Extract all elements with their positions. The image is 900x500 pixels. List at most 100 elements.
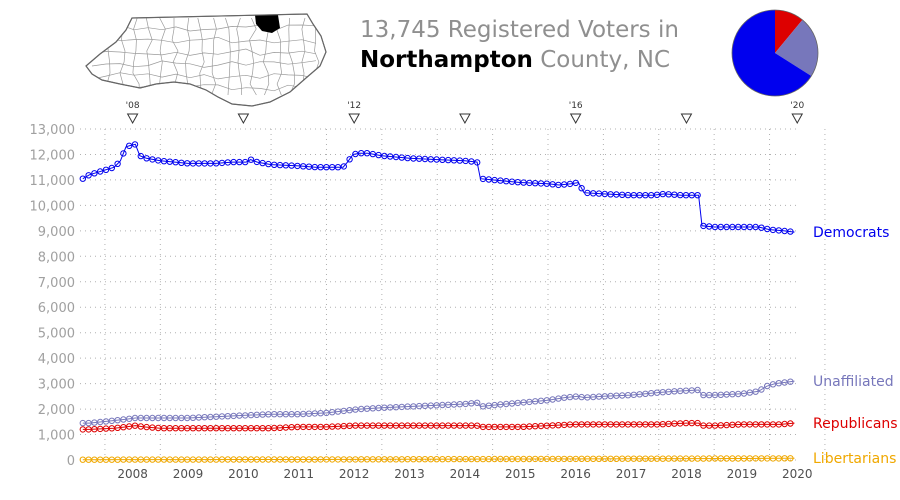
election-marker (569, 113, 582, 125)
series-point (572, 179, 579, 187)
x-tick-label: 2016 (560, 467, 591, 481)
y-tick-label: 10,000 (30, 199, 76, 214)
election-marker-label: '16 (569, 101, 583, 111)
series-label: Unaffiliated (813, 374, 894, 390)
pie-slice-unaffiliated (775, 19, 819, 77)
series-point (114, 160, 121, 168)
series-point (758, 386, 765, 393)
series-point (694, 386, 701, 394)
series-point (102, 166, 110, 174)
county-name: Northampton (360, 47, 533, 73)
series-point (746, 389, 753, 396)
series-point (149, 156, 156, 163)
series-point (555, 395, 562, 402)
election-marker-label: '12 (347, 101, 361, 111)
series-unaffiliated (79, 378, 795, 427)
y-tick-label: 5,000 (38, 327, 75, 342)
election-marker (791, 113, 804, 125)
series-point (752, 388, 759, 395)
series-point (120, 150, 127, 157)
x-tick-label: 2019 (727, 467, 758, 481)
series-point (352, 150, 359, 158)
election-marker-label: '08 (126, 101, 140, 111)
series-point (549, 396, 556, 403)
county-border (159, 17, 166, 96)
chart-title-line1: 13,745 Registered Voters in (360, 17, 679, 43)
election-marker (237, 113, 250, 125)
county-border (288, 17, 295, 96)
nc-county-map (85, 13, 327, 107)
series-point (578, 185, 585, 192)
x-tick-label: 2018 (671, 467, 702, 481)
county-border (211, 17, 217, 96)
series-point (97, 168, 104, 175)
x-tick-label: 2020 (782, 467, 813, 481)
series-point (468, 158, 475, 165)
series-point (253, 158, 260, 166)
y-tick-label: 3,000 (38, 378, 75, 393)
series-point (781, 379, 788, 386)
y-tick-label: 2,000 (38, 403, 75, 418)
series-point (764, 382, 771, 390)
series-point (787, 228, 794, 235)
series-label: Democrats (813, 225, 889, 241)
x-tick-label: 2010 (228, 467, 259, 481)
series-point (334, 164, 342, 171)
pie-outline (731, 9, 819, 97)
y-tick-label: 6,000 (38, 301, 75, 316)
county-border (225, 17, 231, 96)
election-marker (126, 113, 139, 125)
series-point (787, 455, 794, 462)
election-marker-label: '20 (790, 101, 804, 111)
y-tick-label: 11,000 (30, 174, 76, 189)
series-point (126, 142, 133, 150)
county-border (91, 60, 317, 68)
x-tick-label: 2015 (505, 467, 536, 481)
series-point (91, 170, 98, 177)
x-tick-label: 2011 (283, 467, 314, 481)
county-border (91, 48, 317, 56)
county-border (145, 17, 153, 96)
series-point (363, 150, 371, 157)
state-outline-top (85, 13, 327, 107)
x-tick-label: 2009 (173, 467, 204, 481)
election-marker (348, 113, 361, 125)
election-marker (680, 113, 693, 125)
x-tick-label: 2014 (450, 467, 481, 481)
county-border (236, 17, 243, 96)
county-border (275, 17, 282, 96)
x-tick-label: 2013 (394, 467, 425, 481)
series-point (694, 419, 701, 427)
series-label: Libertarians (813, 451, 896, 467)
series-point (474, 422, 481, 429)
y-tick-label: 12,000 (30, 148, 76, 163)
grid-lines (80, 128, 826, 464)
y-tick-label: 0 (67, 454, 75, 469)
series-point (126, 423, 133, 430)
series-point (126, 415, 133, 422)
x-tick-label: 2008 (117, 467, 148, 481)
series-point (155, 157, 162, 164)
county-border (184, 17, 191, 96)
series-point (346, 156, 353, 163)
pie-slice-republicans (775, 10, 803, 53)
x-tick-label: 2017 (616, 467, 647, 481)
series-line (82, 143, 795, 233)
highlighted-county (255, 15, 280, 33)
series-point (242, 158, 249, 166)
y-tick-label: 13,000 (30, 123, 76, 138)
chart-title-line2: Northampton County, NC (360, 47, 670, 73)
series-point (566, 180, 574, 188)
series-point (137, 152, 145, 160)
series-point (474, 399, 481, 406)
series-point (758, 224, 765, 231)
series-point (769, 381, 777, 388)
y-tick-label: 9,000 (38, 225, 75, 240)
series-libertarians (79, 455, 795, 463)
county-border (91, 36, 317, 44)
y-tick-label: 7,000 (38, 276, 75, 291)
y-tick-label: 4,000 (38, 352, 75, 367)
series-point (787, 420, 794, 427)
series-point (79, 175, 87, 182)
